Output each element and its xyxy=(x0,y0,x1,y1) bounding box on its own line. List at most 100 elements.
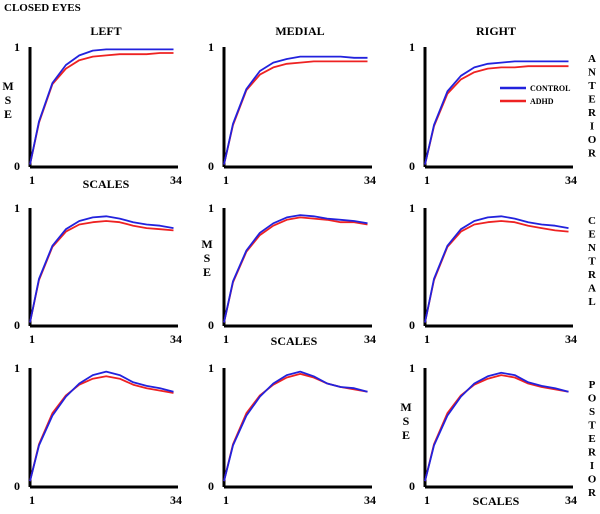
x-tick-label: 34 xyxy=(364,173,376,187)
row-label-posterior-letter: O xyxy=(588,474,597,486)
row-label-central-letter: C xyxy=(588,215,596,227)
series-line-adhd xyxy=(29,52,174,165)
y-tick-label: 0 xyxy=(409,159,415,173)
ylabel-mse-letter: E xyxy=(203,265,211,279)
y-tick-label: 0 xyxy=(409,479,415,493)
panel-central-right: 101 34 xyxy=(409,201,577,346)
y-tick-label: 0 xyxy=(14,159,20,173)
series-line-adhd xyxy=(223,373,368,482)
y-tick-label: 0 xyxy=(208,159,214,173)
row-label-central-letter: N xyxy=(588,242,596,254)
row-label-central-letter: L xyxy=(588,296,595,308)
row-label-anterior-letter: T xyxy=(588,80,596,92)
row-label-central-letter: T xyxy=(588,256,596,268)
y-tick-label: 1 xyxy=(409,40,415,54)
ylabel-mse-letter: E xyxy=(402,428,410,442)
xlabel-scales-central-medial: SCALES xyxy=(271,334,318,348)
x-tick-label: 34 xyxy=(364,493,376,507)
x-tick-label: 34 xyxy=(364,332,376,346)
ylabel-mse-letter: S xyxy=(5,93,12,107)
column-label-medial: MEDIAL xyxy=(275,24,324,38)
series-line-adhd xyxy=(424,220,569,323)
row-label-posterior-letter: O xyxy=(588,393,597,405)
x-tick-label: 1 xyxy=(223,332,229,346)
x-tick-label: 1 xyxy=(223,173,229,187)
row-label-central-letter: E xyxy=(588,229,595,241)
legend-label-control: CONTROL xyxy=(530,84,570,93)
ylabel-mse-central-medial: MSE xyxy=(201,237,212,279)
y-tick-label: 1 xyxy=(208,40,214,54)
x-tick-label: 1 xyxy=(424,493,430,507)
x-tick-label: 34 xyxy=(565,332,577,346)
ylabel-mse-letter: S xyxy=(403,414,410,428)
x-tick-label: 34 xyxy=(170,173,182,187)
series-line-control xyxy=(29,48,174,165)
panel-central-left: 101 34 xyxy=(14,201,182,346)
series-line-adhd xyxy=(424,374,569,482)
x-tick-label: 34 xyxy=(565,173,577,187)
series-line-control xyxy=(223,55,368,165)
x-tick-label: 1 xyxy=(29,173,35,187)
ylabel-mse-letter: M xyxy=(2,79,13,93)
row-label-central-letter: R xyxy=(588,269,597,281)
row-label-posterior-letter: R xyxy=(588,487,597,499)
series-line-control xyxy=(223,214,368,323)
row-label-posterior-letter: I xyxy=(590,460,594,472)
ylabel-mse-posterior-right: MSE xyxy=(400,400,411,442)
ylabel-mse-letter: M xyxy=(400,400,411,414)
panel-anterior-medial: 101 34 xyxy=(208,40,376,187)
y-tick-label: 0 xyxy=(14,479,20,493)
row-label-anterior-letter: O xyxy=(588,134,597,146)
x-tick-label: 1 xyxy=(29,493,35,507)
series-line-adhd xyxy=(424,65,569,165)
y-tick-label: 0 xyxy=(14,318,20,332)
panel-posterior-right: 101 34 xyxy=(409,361,577,507)
series-line-control xyxy=(223,370,368,482)
series-line-control xyxy=(424,371,569,482)
series-line-adhd xyxy=(29,220,174,323)
ylabel-mse-letter: S xyxy=(204,251,211,265)
series-line-adhd xyxy=(223,60,368,165)
panel-posterior-left: 101 34 xyxy=(14,361,182,507)
legend-label-adhd: ADHD xyxy=(530,97,554,106)
panel-central-medial: 101 34 xyxy=(208,201,376,346)
row-label-central-letter: A xyxy=(588,283,596,295)
y-tick-label: 0 xyxy=(208,479,214,493)
series-line-control xyxy=(424,215,569,323)
figure-title: CLOSED EYES xyxy=(4,2,81,14)
row-label-posterior-letter: S xyxy=(589,406,595,418)
row-label-anterior-letter: R xyxy=(588,148,597,160)
y-tick-label: 1 xyxy=(208,361,214,375)
ylabel-mse-letter: M xyxy=(201,237,212,251)
x-tick-label: 34 xyxy=(170,493,182,507)
row-label-anterior-letter: R xyxy=(588,107,597,119)
series-line-control xyxy=(424,60,569,165)
xlabel-scales-anterior-left: SCALES xyxy=(83,177,130,191)
x-tick-label: 1 xyxy=(424,173,430,187)
y-tick-label: 1 xyxy=(14,361,20,375)
row-label-posterior-letter: T xyxy=(588,420,596,432)
x-tick-label: 34 xyxy=(565,493,577,507)
series-line-control xyxy=(29,370,174,482)
y-tick-label: 0 xyxy=(409,318,415,332)
row-label-anterior-letter: I xyxy=(590,121,594,133)
row-label-anterior-letter: A xyxy=(588,53,596,65)
series-line-adhd xyxy=(29,375,174,482)
legend: CONTROL ADHD xyxy=(500,84,570,106)
x-tick-label: 34 xyxy=(170,332,182,346)
row-label-posterior-letter: E xyxy=(588,433,595,445)
y-tick-label: 1 xyxy=(14,40,20,54)
y-tick-label: 1 xyxy=(208,201,214,215)
series-line-control xyxy=(29,215,174,323)
panel-anterior-left: 101 34 xyxy=(14,40,182,187)
row-label-posterior-letter: P xyxy=(589,379,596,391)
y-tick-label: 1 xyxy=(409,361,415,375)
row-label-anterior-letter: N xyxy=(588,67,596,79)
column-label-right: RIGHT xyxy=(476,24,516,38)
ylabel-mse-anterior-left: MSE xyxy=(2,79,13,121)
series-line-adhd xyxy=(223,216,368,323)
